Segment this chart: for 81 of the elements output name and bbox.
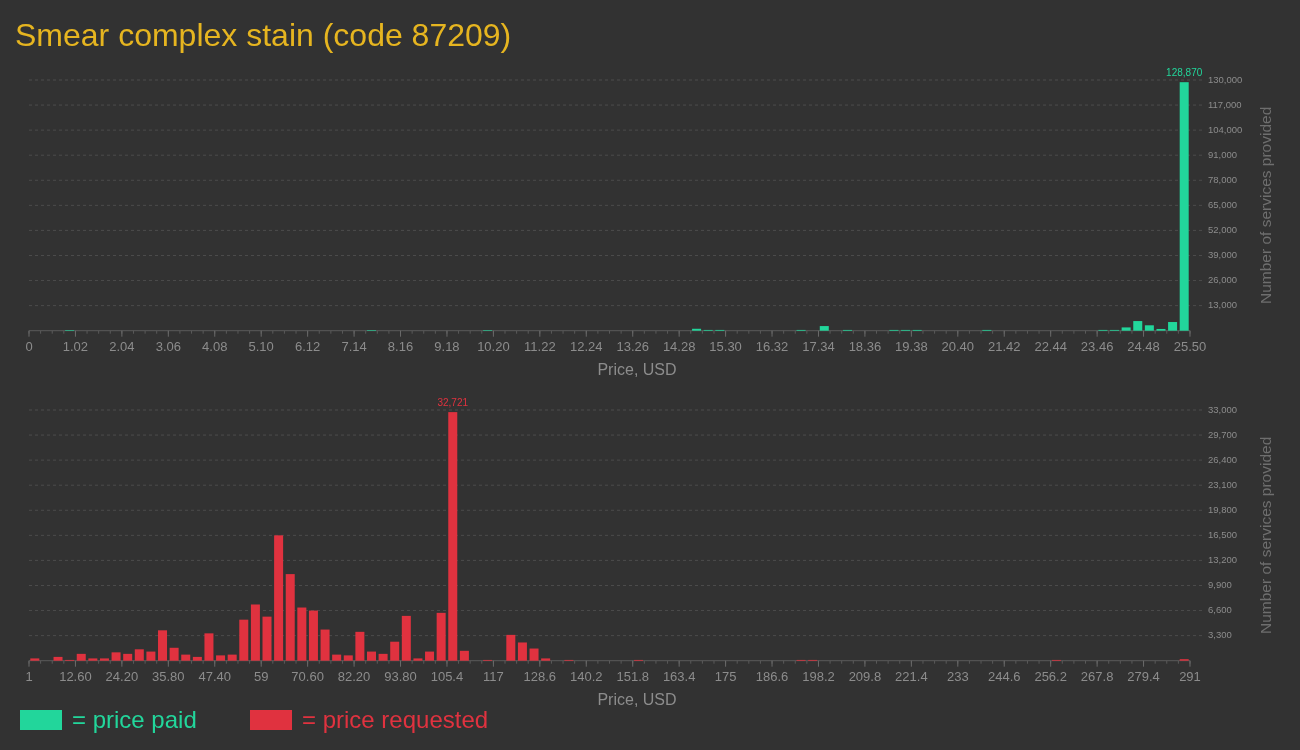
x-tick-label: 8.16 xyxy=(387,338,414,354)
y-axis-title: Number of services provided xyxy=(1257,436,1274,634)
x-tick-label: 11.22 xyxy=(524,338,556,354)
data-label: 32,721 xyxy=(437,397,469,409)
x-tick-label: 3.06 xyxy=(155,338,181,354)
x-tick-label: 16.32 xyxy=(755,338,789,354)
x-axis-title: Price, USD xyxy=(597,360,677,378)
y-tick-label: 104,000 xyxy=(1208,123,1243,135)
y-tick-label: 33,000 xyxy=(1208,403,1238,415)
y-tick-label: 6,600 xyxy=(1208,604,1232,616)
y-tick-label: 9,900 xyxy=(1208,579,1232,591)
y-tick-label: 26,400 xyxy=(1208,453,1238,465)
y-tick-label: 91,000 xyxy=(1208,148,1238,160)
x-tick-label: 93.80 xyxy=(384,668,417,684)
x-tick-label: 117 xyxy=(483,668,504,684)
x-tick-label: 7.14 xyxy=(341,338,367,354)
x-tick-label: 82.20 xyxy=(337,668,371,684)
x-tick-label: 18.36 xyxy=(848,338,882,354)
x-tick-label: 25.50 xyxy=(1173,338,1207,354)
x-tick-label: 2.04 xyxy=(109,338,135,354)
x-tick-label: 4.08 xyxy=(202,338,228,354)
x-tick-label: 9.18 xyxy=(434,338,460,354)
y-tick-label: 65,000 xyxy=(1208,198,1238,210)
x-tick-label: 5.10 xyxy=(248,338,274,354)
x-tick-label: 70.60 xyxy=(291,668,324,684)
x-tick-label: 140.2 xyxy=(570,668,603,684)
x-tick-label: 59 xyxy=(253,668,269,684)
x-tick-label: 267.8 xyxy=(1080,668,1114,684)
x-tick-label: 175 xyxy=(714,668,737,684)
x-tick-label: 244.6 xyxy=(987,668,1021,684)
x-tick-label: 1 xyxy=(25,668,33,684)
x-tick-label: 221.4 xyxy=(895,668,928,684)
x-tick-label: 17.34 xyxy=(802,338,835,354)
x-tick-label: 20.40 xyxy=(941,338,975,354)
x-tick-label: 128.6 xyxy=(523,668,557,684)
y-tick-label: 39,000 xyxy=(1208,249,1238,261)
y-tick-label: 19,800 xyxy=(1208,503,1238,515)
x-tick-label: 14.28 xyxy=(662,338,696,354)
x-tick-label: 279.4 xyxy=(1127,668,1160,684)
x-tick-label: 209.8 xyxy=(848,668,882,684)
x-tick-label: 19.38 xyxy=(895,338,928,354)
x-tick-label: 291 xyxy=(1179,668,1201,684)
y-tick-label: 13,000 xyxy=(1208,299,1238,311)
y-tick-label: 78,000 xyxy=(1208,173,1238,185)
x-tick-label: 6.12 xyxy=(294,338,321,354)
chart-title: Smear complex stain (code 87209) xyxy=(15,17,512,53)
x-tick-label: 0 xyxy=(25,338,33,354)
x-axis-title: Price, USD xyxy=(597,690,677,708)
x-tick-label: 24.48 xyxy=(1127,338,1160,354)
y-tick-label: 117,000 xyxy=(1208,98,1242,110)
y-tick-label: 3,300 xyxy=(1208,629,1232,641)
x-tick-label: 12.60 xyxy=(59,668,92,684)
x-tick-label: 105.4 xyxy=(430,668,464,684)
x-tick-label: 233 xyxy=(946,668,969,684)
x-tick-label: 151.8 xyxy=(616,668,649,684)
x-tick-label: 23.46 xyxy=(1080,338,1114,354)
legend-label: = price paid xyxy=(72,706,197,733)
legend-label: = price requested xyxy=(302,706,489,733)
y-tick-label: 16,500 xyxy=(1208,528,1238,540)
x-tick-label: 15.30 xyxy=(709,338,742,354)
x-tick-label: 198.2 xyxy=(802,668,835,684)
x-tick-label: 256.2 xyxy=(1034,668,1067,684)
x-tick-label: 186.6 xyxy=(755,668,789,684)
x-tick-label: 24.20 xyxy=(105,668,139,684)
y-tick-label: 29,700 xyxy=(1208,428,1238,440)
x-tick-label: 12.24 xyxy=(570,338,603,354)
x-tick-label: 35.80 xyxy=(152,668,185,684)
y-axis-title: Number of services provided xyxy=(1257,106,1274,304)
x-tick-label: 21.42 xyxy=(987,338,1021,354)
y-tick-label: 13,200 xyxy=(1208,553,1238,565)
x-tick-label: 10.20 xyxy=(477,338,510,354)
x-tick-label: 22.44 xyxy=(1034,338,1067,354)
x-tick-label: 47.40 xyxy=(198,668,232,684)
y-tick-label: 26,000 xyxy=(1208,274,1238,286)
y-tick-label: 52,000 xyxy=(1208,223,1238,235)
x-tick-label: 1.02 xyxy=(62,338,89,354)
data-label: 128,870 xyxy=(1166,67,1203,79)
y-tick-label: 130,000 xyxy=(1208,73,1243,85)
x-tick-label: 163.4 xyxy=(662,668,696,684)
y-tick-label: 23,100 xyxy=(1208,478,1238,490)
x-tick-label: 13.26 xyxy=(616,338,649,354)
